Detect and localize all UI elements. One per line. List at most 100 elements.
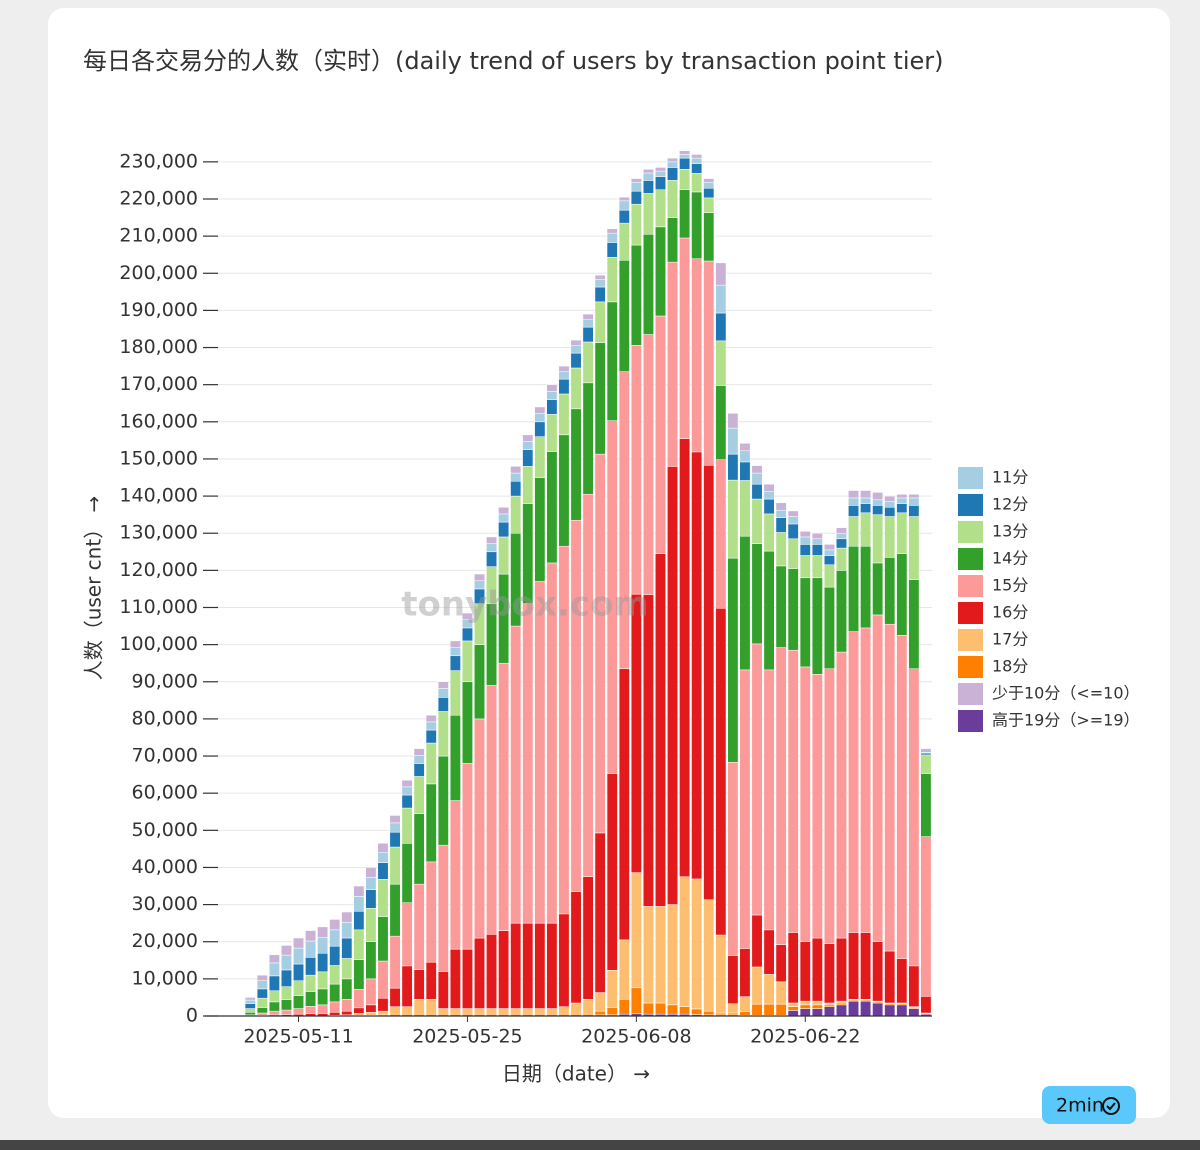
bar-segment	[836, 1004, 847, 1017]
bar-segment	[691, 451, 703, 880]
x-tick-label: 2025-06-22	[750, 1026, 860, 1048]
legend-swatch	[958, 602, 983, 624]
bar-segment	[655, 176, 666, 190]
y-tick-label: 80,000	[132, 707, 198, 729]
bar-segment	[836, 937, 847, 1002]
bar-segment	[353, 896, 365, 912]
bar-segment	[281, 969, 292, 987]
legend-swatch	[958, 548, 983, 570]
bar-segment	[667, 161, 678, 168]
badge-check	[1106, 1102, 1116, 1111]
bar-segment	[679, 438, 691, 877]
bar-segment	[522, 922, 534, 1009]
bar-segment	[474, 937, 485, 1009]
bar-segment	[679, 154, 691, 159]
bar-segment	[594, 832, 606, 993]
bar-segment	[558, 913, 570, 1007]
bar-segment	[667, 1004, 678, 1015]
bar-segment	[691, 157, 703, 164]
bar-segment	[848, 516, 859, 547]
bar-segment	[558, 378, 570, 395]
bar-segment	[353, 1013, 365, 1016]
bar-segment	[703, 899, 715, 1012]
bar-segment	[691, 878, 703, 1010]
bar-segment	[558, 434, 570, 547]
bar-segment	[715, 284, 727, 314]
bar-segment	[884, 1004, 896, 1017]
bar-segment	[630, 182, 642, 192]
bar-segment	[437, 971, 449, 1009]
bar-segment	[751, 543, 763, 645]
bar-segment	[293, 980, 304, 996]
bar-segment	[401, 902, 413, 967]
bar-segment	[293, 963, 304, 981]
bar-segment	[401, 786, 413, 796]
bar-segment	[329, 919, 341, 931]
badge-text[interactable]: 2min	[1056, 1095, 1104, 1117]
bar-segment	[462, 763, 473, 950]
bar-segment	[474, 1008, 485, 1015]
bar-segment	[920, 996, 932, 1014]
bar-segment	[317, 971, 329, 990]
bar-segment	[787, 516, 799, 525]
bar-segment	[317, 952, 329, 973]
bar-segment	[546, 384, 558, 392]
bar-segment	[389, 935, 401, 989]
bar-segment	[655, 906, 666, 1004]
bar-segment	[244, 997, 256, 1001]
bar-segment	[582, 493, 594, 877]
x-tick-label: 2025-05-11	[243, 1026, 353, 1048]
bar-segment	[715, 312, 727, 342]
bar-segment	[703, 212, 715, 262]
bar-segment	[787, 1006, 799, 1011]
bar-segment	[293, 937, 304, 949]
bar-segment	[787, 1010, 799, 1017]
bar-segment	[739, 443, 751, 452]
bar-segment	[486, 536, 498, 544]
bar-segment	[486, 543, 498, 553]
bar-segment	[655, 553, 666, 907]
bar-segment	[691, 1008, 703, 1015]
bar-segment	[486, 934, 498, 1009]
bar-segment	[534, 1008, 546, 1015]
legend-swatch	[958, 521, 983, 543]
bar-segment	[389, 815, 401, 824]
legend-label: 11分	[992, 468, 1028, 487]
bar-segment	[896, 958, 908, 1004]
bar-segment	[811, 577, 823, 675]
bar-segment	[256, 1012, 268, 1016]
bar-segment	[329, 965, 341, 985]
bar-segment	[630, 244, 642, 346]
bar-segment	[655, 170, 666, 177]
bar-segment	[667, 157, 678, 163]
bar-segment	[751, 472, 763, 485]
bar-segment	[908, 516, 920, 580]
bar-segment	[739, 480, 751, 537]
bar-segment	[522, 603, 534, 924]
bar-segment	[570, 891, 582, 1004]
bar-segment	[606, 242, 618, 258]
bar-segment	[775, 981, 787, 1005]
bar-segment	[341, 911, 353, 923]
bar-segment	[860, 490, 872, 499]
bar-segment	[462, 612, 473, 621]
bar-segment	[413, 748, 425, 756]
bar-segment	[799, 941, 811, 1002]
y-tick-label: 220,000	[119, 187, 198, 209]
bar-segment	[582, 313, 594, 320]
bar-segment	[437, 681, 449, 689]
bar-segment	[353, 929, 365, 960]
bar-segment	[618, 939, 630, 1000]
bar-segment	[823, 1002, 835, 1006]
y-tick-label: 0	[186, 1005, 198, 1027]
bar-segment	[823, 668, 835, 944]
bar-segment	[920, 752, 932, 756]
bar-segment	[281, 999, 292, 1011]
bar-segment	[534, 421, 546, 437]
bar-segment	[630, 203, 642, 246]
bar-segment	[848, 932, 859, 1000]
bar-segment	[884, 557, 896, 625]
bar-segment	[848, 631, 859, 933]
bar-segment	[305, 930, 317, 942]
bar-segment	[522, 449, 534, 467]
